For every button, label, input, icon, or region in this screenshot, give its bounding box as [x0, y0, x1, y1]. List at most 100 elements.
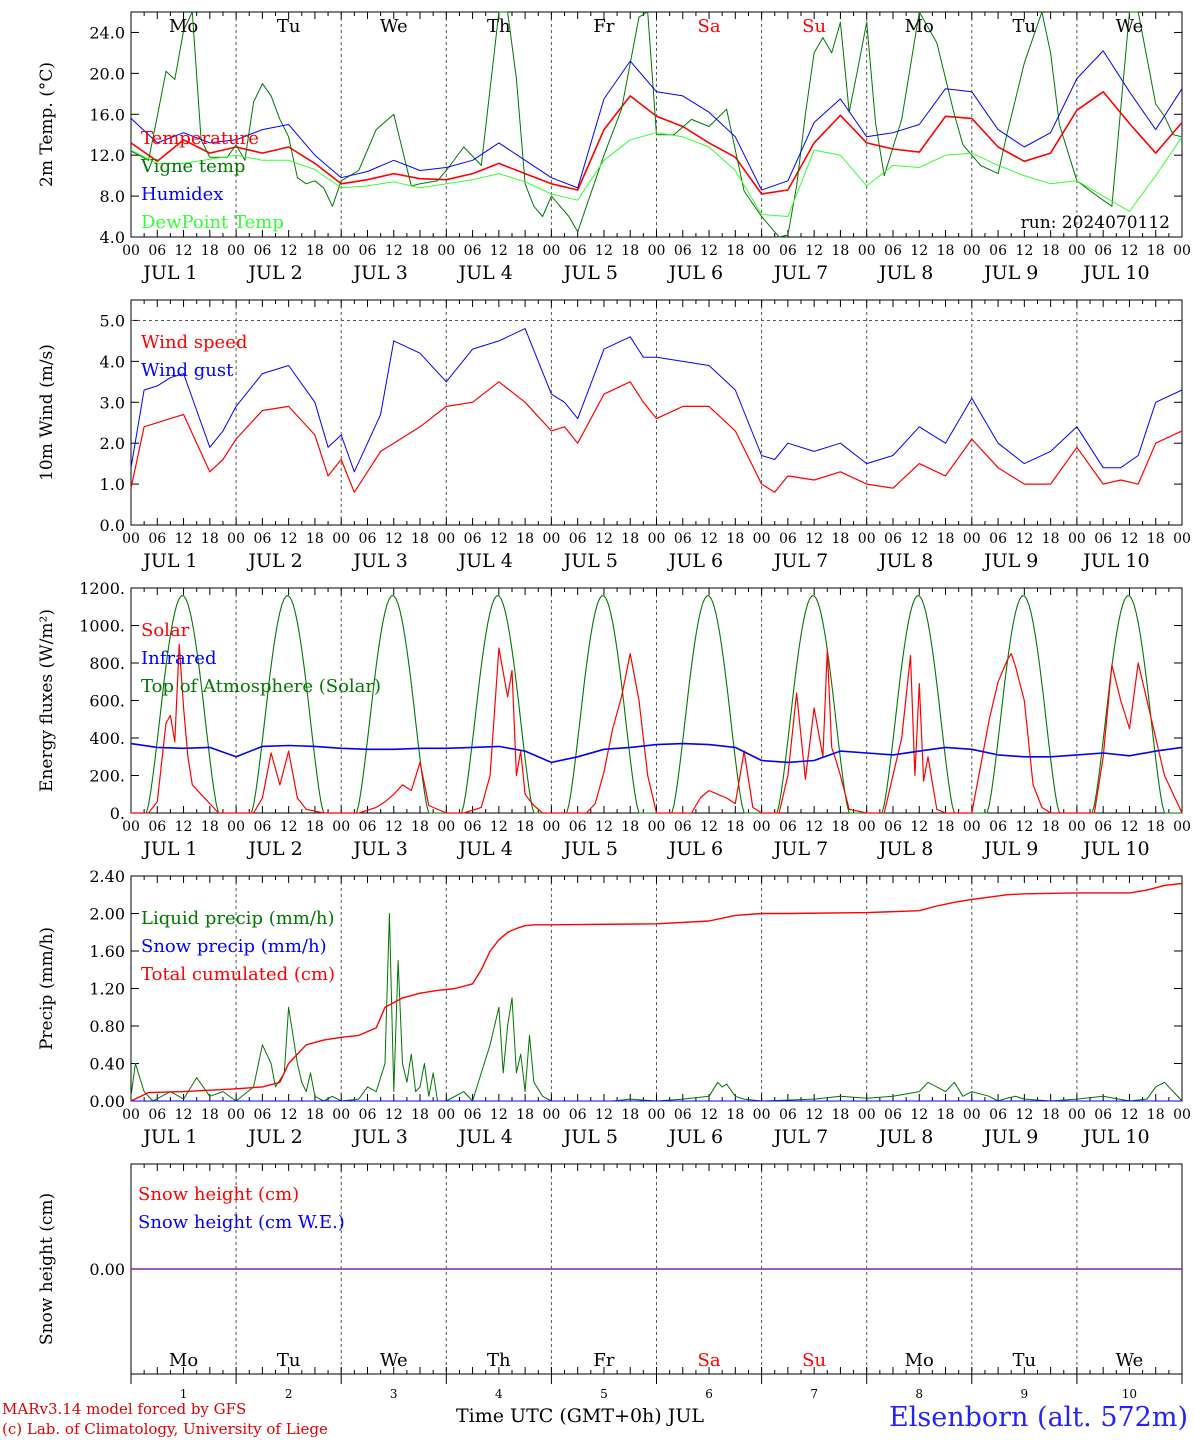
hour-label: 18 — [516, 243, 534, 259]
hour-label: 06 — [989, 531, 1007, 547]
day-number: 2 — [285, 1387, 293, 1401]
hour-label: 00 — [1173, 1107, 1191, 1123]
legend-entry: Snow height (cm W.E.) — [138, 1212, 345, 1233]
day-number: 8 — [915, 1387, 923, 1401]
day-name: Su — [802, 1350, 826, 1371]
y-tick-label: 0.00 — [89, 1260, 125, 1279]
hour-label: 18 — [832, 819, 850, 835]
hour-label: 12 — [595, 819, 613, 835]
series-line-1-4 — [130, 132, 1183, 217]
date-label: JUL 9 — [982, 1126, 1038, 1148]
day-name: Tu — [277, 16, 301, 37]
hour-label: 00 — [332, 1107, 350, 1123]
legend-entry: Top of Atmosphere (Solar) — [141, 676, 381, 697]
y-tick-label: 4.0 — [100, 228, 125, 247]
date-label: JUL 4 — [457, 838, 513, 860]
series-line-3-1 — [131, 643, 1183, 814]
y-tick-label: 8.0 — [100, 187, 125, 206]
hour-label: 00 — [437, 1107, 455, 1123]
legend-entry: Temperature — [141, 128, 259, 149]
hour-label: 12 — [175, 531, 193, 547]
date-label: JUL 8 — [877, 262, 933, 284]
hour-label: 12 — [1015, 531, 1033, 547]
y-tick-label: 1.20 — [89, 980, 125, 999]
hour-label: 18 — [1042, 1107, 1060, 1123]
y-tick-label: 0.00 — [89, 1092, 125, 1111]
hour-label: 18 — [937, 1107, 955, 1123]
y-axis-label: 2m Temp. (°C) — [37, 62, 57, 187]
y-tick-label: 2.0 — [100, 434, 125, 453]
series-line-4-3 — [130, 882, 1183, 1102]
day-name: Sa — [698, 1350, 721, 1371]
hour-label: 06 — [1094, 1107, 1112, 1123]
hour-label: 00 — [648, 243, 666, 259]
date-label: JUL 1 — [141, 1126, 197, 1148]
hour-label: 06 — [359, 1107, 377, 1123]
hour-label: 12 — [910, 243, 928, 259]
hour-label: 06 — [148, 819, 166, 835]
station-name: Elsenborn (alt. 572m) — [889, 1402, 1188, 1433]
date-label: JUL 3 — [351, 838, 407, 860]
date-label: JUL 6 — [667, 550, 723, 572]
hour-label: 18 — [832, 531, 850, 547]
date-label: JUL 9 — [982, 550, 1038, 572]
series-line-2-1 — [130, 381, 1183, 493]
date-label: JUL 4 — [457, 550, 513, 572]
hour-label: 18 — [201, 243, 219, 259]
date-label: JUL 4 — [457, 262, 513, 284]
hour-label: 12 — [385, 819, 403, 835]
hour-label: 18 — [516, 819, 534, 835]
hour-label: 12 — [805, 531, 823, 547]
hour-label: 00 — [227, 531, 245, 547]
hour-label: 00 — [1068, 243, 1086, 259]
date-label: JUL 6 — [667, 838, 723, 860]
hour-label: 12 — [1121, 1107, 1139, 1123]
series-line-3-2 — [130, 742, 1183, 764]
y-tick-label: 4.0 — [100, 352, 125, 371]
day-name: Mo — [169, 16, 198, 37]
hour-label: 12 — [280, 1107, 298, 1123]
hour-label: 12 — [700, 531, 718, 547]
hour-label: 18 — [726, 531, 744, 547]
day-name: Su — [802, 16, 826, 37]
hour-label: 06 — [464, 243, 482, 259]
legend-entry: Liquid precip (mm/h) — [141, 908, 335, 929]
date-label: JUL 5 — [562, 1126, 618, 1148]
hour-label: 18 — [306, 1107, 324, 1123]
hour-label: 00 — [753, 819, 771, 835]
day-name: We — [380, 16, 408, 37]
date-label: JUL 1 — [141, 262, 197, 284]
hour-label: 00 — [542, 1107, 560, 1123]
hour-label: 18 — [1042, 531, 1060, 547]
y-tick-label: 20.0 — [89, 64, 125, 83]
hour-label: 00 — [858, 243, 876, 259]
y-tick-label: 0.0 — [100, 516, 125, 535]
hour-label: 12 — [1121, 531, 1139, 547]
day-number: 6 — [705, 1387, 713, 1401]
hour-label: 06 — [253, 531, 271, 547]
hour-label: 00 — [542, 243, 560, 259]
hour-label: 12 — [595, 243, 613, 259]
series-line-1-2 — [130, 11, 1183, 238]
hour-label: 18 — [306, 243, 324, 259]
hour-label: 06 — [569, 819, 587, 835]
hour-label: 18 — [937, 243, 955, 259]
legend-entry: Humidex — [141, 184, 223, 205]
hour-label: 06 — [1094, 819, 1112, 835]
hour-label: 00 — [437, 819, 455, 835]
hour-label: 18 — [1147, 531, 1165, 547]
legend-entry: Snow height (cm) — [138, 1184, 299, 1205]
day-name: Tu — [1013, 16, 1037, 37]
hour-label: 06 — [779, 531, 797, 547]
hour-label: 00 — [542, 531, 560, 547]
series-line-1-1 — [130, 91, 1183, 195]
date-label: JUL 7 — [772, 550, 828, 572]
day-name: Mo — [169, 1350, 198, 1371]
hour-label: 06 — [674, 819, 692, 835]
hour-label: 06 — [779, 819, 797, 835]
hour-label: 00 — [122, 243, 140, 259]
legend-entry: Wind gust — [141, 360, 234, 381]
day-number: 4 — [495, 1387, 503, 1401]
hour-label: 00 — [437, 243, 455, 259]
hour-label: 18 — [516, 1107, 534, 1123]
